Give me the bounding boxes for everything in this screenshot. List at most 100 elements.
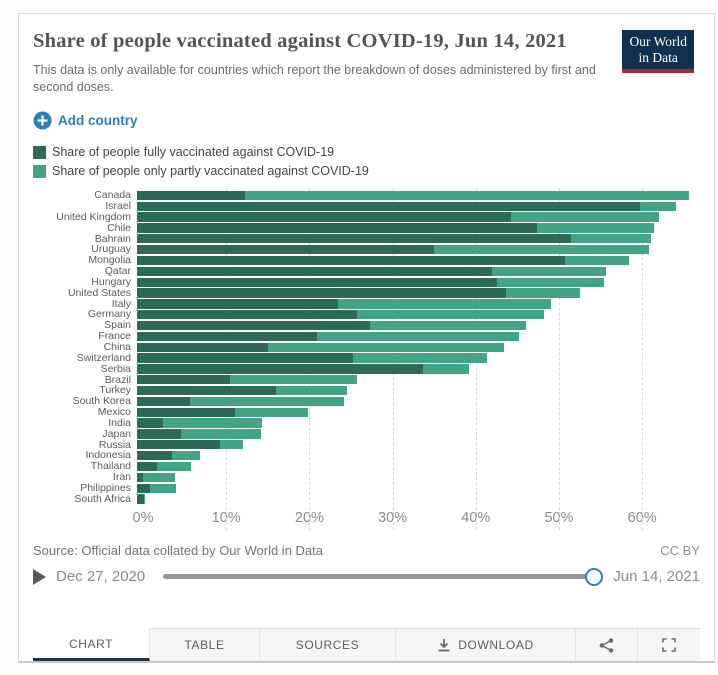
bar-segment-fully[interactable] — [137, 483, 151, 493]
country-label[interactable]: Mexico — [97, 406, 131, 419]
bar-segment-partly[interactable] — [492, 266, 607, 276]
timeline-slider-handle[interactable] — [585, 567, 604, 586]
bar-segment-fully[interactable] — [137, 234, 572, 244]
tab-download[interactable]: DOWNLOAD — [396, 629, 576, 661]
timeline-slider[interactable] — [163, 567, 604, 586]
country-label[interactable]: India — [108, 416, 131, 429]
chart-bar-row[interactable]: Turkey — [33, 385, 700, 396]
bar-segment-fully[interactable] — [137, 472, 143, 482]
country-label[interactable]: Canada — [94, 189, 131, 202]
country-label[interactable]: France — [98, 330, 131, 343]
play-icon[interactable] — [33, 568, 46, 585]
country-label[interactable]: Qatar — [104, 265, 131, 278]
country-label[interactable]: United Kingdom — [56, 210, 131, 223]
bar-segment-fully[interactable] — [137, 277, 498, 287]
country-label[interactable]: Brazil — [104, 373, 131, 386]
country-label[interactable]: Turkey — [99, 384, 131, 397]
country-label[interactable]: Italy — [111, 297, 131, 310]
chart-bar-row[interactable]: South Africa — [33, 494, 700, 505]
bar-segment-fully[interactable] — [137, 190, 246, 201]
bar-segment-fully[interactable] — [137, 451, 172, 461]
chart-bar-row[interactable]: Switzerland — [33, 353, 700, 364]
country-label[interactable]: United States — [67, 286, 131, 299]
tab-sources[interactable]: SOURCES — [260, 629, 396, 661]
bar-segment-fully[interactable] — [137, 429, 182, 439]
chart-bar-row[interactable]: Israel — [33, 201, 700, 212]
bar-segment-fully[interactable] — [137, 288, 506, 298]
bar-segment-fully[interactable] — [137, 364, 424, 374]
bar-segment-partly[interactable] — [235, 407, 309, 417]
chart-bar-row[interactable]: Thailand — [33, 461, 700, 472]
country-label[interactable]: Israel — [105, 200, 131, 213]
bar-segment-fully[interactable] — [137, 353, 354, 363]
bar-segment-fully[interactable] — [137, 244, 435, 255]
license-link[interactable]: CC BY — [660, 543, 700, 559]
bar-segment-partly[interactable] — [571, 234, 652, 244]
country-label[interactable]: Chile — [107, 221, 131, 234]
bar-segment-partly[interactable] — [434, 244, 649, 255]
bar-segment-fully[interactable] — [137, 461, 157, 472]
chart-bar-row[interactable]: Germany — [33, 309, 700, 320]
bar-segment-partly[interactable] — [142, 472, 176, 482]
bar-segment-fully[interactable] — [137, 440, 221, 450]
bar-segment-partly[interactable] — [497, 277, 604, 287]
country-label[interactable]: Indonesia — [85, 449, 131, 462]
bar-segment-partly[interactable] — [337, 299, 552, 309]
bar-segment-partly[interactable] — [171, 451, 201, 461]
share-button[interactable] — [576, 629, 638, 661]
chart-bar-row[interactable]: Uruguay — [33, 244, 700, 255]
country-label[interactable]: South Korea — [72, 395, 131, 408]
bar-segment-partly[interactable] — [316, 331, 519, 342]
country-label[interactable]: Bahrain — [94, 232, 131, 245]
tab-chart[interactable]: CHART — [33, 628, 150, 661]
chart-bar-row[interactable]: France — [33, 331, 700, 342]
chart-bar-row[interactable]: Mongolia — [33, 255, 700, 266]
bar-segment-partly[interactable] — [150, 483, 177, 493]
bar-segment-fully[interactable] — [137, 407, 236, 417]
bar-segment-fully[interactable] — [137, 201, 641, 211]
country-label[interactable]: Uruguay — [91, 243, 131, 256]
bar-segment-fully[interactable] — [137, 212, 512, 222]
bar-segment-partly[interactable] — [230, 375, 358, 385]
owid-logo[interactable]: Our World in Data — [622, 30, 694, 73]
chart-bar-row[interactable]: Philippines — [33, 483, 700, 494]
country-label[interactable]: Thailand — [90, 460, 131, 473]
bar-segment-fully[interactable] — [137, 418, 163, 428]
bar-segment-fully[interactable] — [137, 310, 358, 320]
bar-segment-partly[interactable] — [143, 494, 146, 504]
bar-segment-partly[interactable] — [162, 418, 262, 428]
bar-segment-partly[interactable] — [511, 212, 660, 222]
legend-item-partly[interactable]: Share of people only partly vaccinated a… — [33, 164, 369, 178]
bar-segment-fully[interactable] — [137, 266, 493, 276]
fullscreen-button[interactable] — [638, 629, 700, 661]
add-country-button[interactable]: Add country — [33, 111, 138, 130]
chart-bar-row[interactable]: Mexico — [33, 407, 700, 418]
chart-bar-row[interactable]: South Korea — [33, 396, 700, 407]
bar-segment-fully[interactable] — [137, 494, 144, 504]
bar-segment-partly[interactable] — [220, 440, 244, 450]
bar-segment-partly[interactable] — [640, 201, 677, 211]
country-label[interactable]: Iran — [112, 471, 131, 484]
chart-bar-row[interactable]: Qatar — [33, 266, 700, 277]
chart-bar-row[interactable]: China — [33, 342, 700, 353]
bar-segment-partly[interactable] — [369, 320, 527, 331]
bar-segment-fully[interactable] — [137, 375, 231, 385]
bar-segment-partly[interactable] — [357, 310, 544, 320]
chart-bar-row[interactable]: Canada — [33, 190, 700, 201]
bar-segment-partly[interactable] — [245, 190, 689, 201]
chart-bar-row[interactable]: Iran — [33, 472, 700, 483]
chart-bar-row[interactable]: United Kingdom — [33, 212, 700, 223]
chart-bar-row[interactable]: Russia — [33, 439, 700, 450]
chart-bar-row[interactable]: Indonesia — [33, 450, 700, 461]
bar-segment-partly[interactable] — [423, 364, 469, 374]
bar-segment-partly[interactable] — [156, 461, 192, 472]
bar-segment-partly[interactable] — [353, 353, 488, 363]
bar-segment-fully[interactable] — [137, 331, 317, 342]
bar-segment-partly[interactable] — [564, 255, 629, 266]
country-label[interactable]: Russia — [98, 438, 131, 451]
country-label[interactable]: Germany — [87, 308, 131, 321]
country-label[interactable]: Japan — [102, 427, 131, 440]
bar-segment-fully[interactable] — [137, 396, 191, 407]
country-label[interactable]: Spain — [104, 319, 131, 332]
chart-bar-row[interactable]: Brazil — [33, 374, 700, 385]
